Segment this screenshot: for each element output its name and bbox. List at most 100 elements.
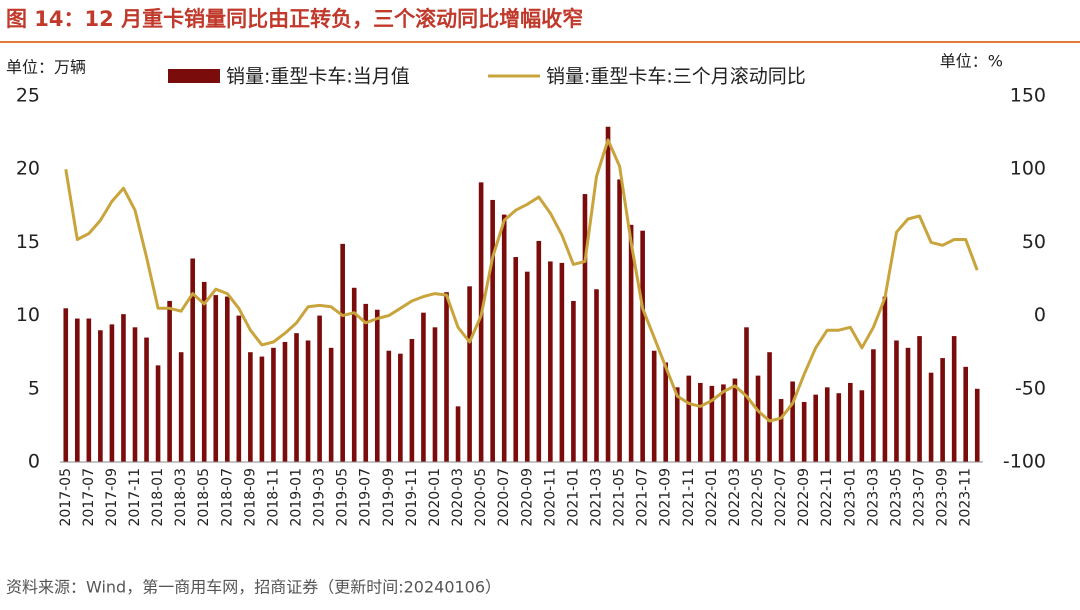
- bar: [628, 224, 634, 462]
- bar: [767, 352, 772, 462]
- x-tick-label: 2022-11: [819, 468, 835, 527]
- x-tick-label: 2019-03: [312, 468, 328, 527]
- bar: [905, 347, 911, 462]
- bar: [663, 362, 669, 462]
- x-tick-label: 2021-01: [565, 468, 581, 527]
- bar: [467, 286, 472, 462]
- legend-swatch: [168, 69, 220, 83]
- bar: [501, 214, 507, 462]
- x-tick-label: 2021-07: [635, 468, 651, 527]
- bar: [386, 350, 392, 462]
- bar: [848, 382, 853, 462]
- bar: [894, 340, 899, 462]
- y2-tick-label: 100: [1010, 158, 1046, 180]
- bar: [363, 303, 369, 462]
- x-tick-label: 2020-07: [496, 468, 512, 527]
- bar: [86, 318, 92, 462]
- bar: [824, 387, 830, 462]
- bar: [478, 182, 484, 462]
- x-tick-label: 2020-01: [427, 468, 443, 527]
- x-tick-label: 2021-05: [612, 468, 628, 527]
- bar: [951, 336, 957, 462]
- x-tick-label: 2023-11: [958, 468, 974, 527]
- x-tick-label: 2018-11: [265, 468, 281, 527]
- legend-label: 销量:重型卡车:当月值: [226, 66, 410, 88]
- y-axis-unit: 单位：万辆: [6, 58, 86, 77]
- x-tick-label: 2018-09: [242, 468, 258, 527]
- x-tick-label: 2018-07: [219, 468, 235, 527]
- bar: [490, 199, 495, 462]
- x-tick-label: 2023-05: [888, 468, 904, 527]
- bar: [513, 257, 519, 462]
- bar: [455, 406, 461, 462]
- bar: [640, 230, 645, 462]
- bar: [109, 324, 115, 462]
- x-tick-label: 2019-05: [335, 468, 351, 527]
- bar: [421, 312, 426, 462]
- legend-label: 销量:重型卡车:三个月滚动同比: [546, 66, 806, 88]
- bar: [524, 271, 530, 462]
- x-tick-label: 2019-07: [358, 468, 374, 527]
- bar: [721, 384, 726, 462]
- bar: [294, 333, 299, 462]
- bar: [190, 258, 195, 462]
- x-tick-label: 2017-07: [81, 468, 97, 527]
- bar: [836, 393, 842, 462]
- bar: [974, 388, 980, 462]
- bar: [178, 352, 184, 462]
- bar: [548, 261, 553, 462]
- x-tick-label: 2019-01: [289, 468, 305, 527]
- bar: [709, 385, 715, 462]
- bar: [917, 336, 922, 462]
- y-tick-label: 25: [16, 85, 40, 107]
- x-tick-label: 2022-05: [750, 468, 766, 527]
- bar: [928, 372, 934, 462]
- bar: [398, 353, 403, 462]
- bar: [732, 378, 738, 462]
- y2-axis-unit: 单位：%: [940, 52, 1003, 71]
- bar: [778, 399, 784, 462]
- y2-tick-label: -50: [1015, 377, 1046, 399]
- x-tick-label: 2021-03: [588, 468, 604, 527]
- bar: [686, 375, 692, 462]
- x-tick-label: 2017-11: [127, 468, 143, 527]
- y-tick-label: 5: [28, 377, 40, 399]
- bar: [801, 401, 807, 462]
- bar: [248, 352, 253, 462]
- y-tick-label: 10: [16, 304, 40, 326]
- x-tick-label: 2023-07: [912, 468, 928, 527]
- bar: [224, 296, 230, 462]
- bar: [536, 240, 542, 462]
- bar: [605, 126, 611, 462]
- y-tick-label: 0: [28, 451, 40, 473]
- bar: [340, 243, 345, 462]
- bar: [282, 341, 288, 462]
- bar: [432, 327, 438, 462]
- bar: [871, 349, 876, 462]
- bar: [594, 289, 599, 462]
- x-tick-label: 2022-03: [727, 468, 743, 527]
- bar: [859, 390, 865, 462]
- bar: [236, 315, 242, 462]
- bar: [259, 356, 265, 462]
- y2-tick-label: 50: [1022, 231, 1046, 253]
- bar: [155, 365, 161, 462]
- chart-title: 图 14：12 月重卡销量同比由正转负，三个滚动同比增幅收窄: [6, 7, 583, 31]
- bar: [582, 194, 588, 462]
- line: [64, 138, 979, 423]
- x-tick-label: 2023-03: [865, 468, 881, 527]
- bar: [121, 314, 126, 462]
- bar: [317, 315, 322, 462]
- bar: [963, 366, 969, 462]
- bar: [444, 292, 449, 462]
- x-tick-label: 2023-01: [842, 468, 858, 527]
- source-note: 资料来源：Wind，第一商用车网，招商证券（更新时间:20240106）: [6, 578, 501, 597]
- bar: [571, 300, 576, 462]
- bar: [940, 358, 945, 462]
- bar: [698, 382, 703, 462]
- bar: [132, 327, 138, 462]
- bar: [559, 262, 565, 462]
- bar: [374, 309, 380, 462]
- x-tick-label: 2022-09: [796, 468, 812, 527]
